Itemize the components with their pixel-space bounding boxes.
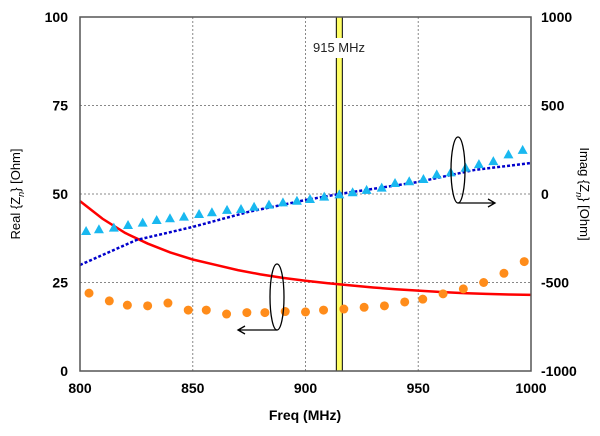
triangle-data-point [263, 199, 274, 209]
x-tick-label: 950 [407, 380, 431, 396]
circle-data-point [499, 268, 509, 278]
circle-data-point [201, 305, 211, 315]
triangle-data-point [81, 225, 92, 235]
triangle-data-point [418, 173, 429, 183]
annotations [236, 136, 497, 335]
triangle-data-point [431, 169, 442, 179]
triangle-data-point [404, 176, 415, 186]
circle-data-point [418, 294, 428, 304]
left-y-tick-label: 25 [52, 275, 68, 291]
x-tick-label: 900 [294, 380, 318, 396]
circle-data-point [458, 284, 468, 294]
right-y-tick-label: 1000 [541, 9, 572, 25]
left-axis-group-ellipse [269, 263, 285, 331]
plot-frame [79, 16, 532, 372]
grid [80, 17, 531, 371]
triangle-data-point [151, 215, 162, 225]
triangle-data-point [93, 224, 104, 234]
left-y-tick-label: 0 [60, 363, 68, 379]
circle-data-point [400, 297, 410, 307]
circle-data-point [163, 298, 173, 308]
triangle-data-point [517, 144, 528, 154]
circle-data-point [143, 301, 153, 311]
circle-data-point [183, 305, 193, 315]
circle-data-point [479, 278, 489, 287]
triangle-data-point [137, 217, 148, 227]
series-0-solid-line [79, 200, 532, 297]
circle-data-point [339, 304, 349, 314]
circle-data-point [222, 309, 232, 319]
series-2-dotted-line [79, 161, 532, 267]
circle-data-point [438, 289, 448, 299]
circle-data-point [242, 308, 252, 318]
series-1-circle-markers [84, 257, 529, 319]
x-tick-label: 1000 [515, 380, 546, 396]
left-y-tick-label: 100 [45, 9, 69, 25]
triangle-data-point [347, 187, 358, 197]
triangle-data-point [206, 207, 217, 217]
marker-label: 915 MHz [313, 40, 365, 55]
circle-data-point [301, 307, 310, 317]
left-axis-label: Real {Zn} [Ohm] [8, 148, 26, 239]
circle-data-point [260, 308, 270, 318]
triangle-data-point [123, 219, 134, 229]
x-tick-label: 850 [181, 380, 205, 396]
triangle-data-point [291, 195, 302, 205]
left-y-tick-label: 50 [52, 186, 68, 202]
triangle-data-point [319, 191, 330, 201]
triangle-data-point [164, 213, 175, 223]
right-y-tick-label: 500 [541, 98, 565, 114]
triangle-data-point [334, 189, 345, 199]
real-solid-line [79, 200, 532, 297]
arrow-left-icon [236, 325, 277, 335]
circle-data-point [379, 301, 389, 311]
triangle-data-point [277, 197, 288, 207]
triangle-data-point [390, 178, 401, 188]
triangle-data-point [503, 149, 514, 159]
right-y-tick-label: -500 [541, 275, 569, 291]
x-tick-label: 800 [68, 380, 92, 396]
circle-data-point [84, 288, 94, 298]
triangle-data-point [473, 159, 484, 169]
triangle-data-point [249, 201, 260, 211]
triangle-data-point [108, 222, 119, 232]
x-axis-label: Freq (MHz) [269, 407, 341, 423]
triangle-data-point [361, 184, 372, 194]
arrow-right-icon [458, 198, 497, 208]
right-y-tick-label: 0 [541, 186, 549, 202]
circle-data-point [319, 305, 329, 315]
circle-data-point [122, 300, 132, 310]
triangle-data-point [222, 204, 233, 214]
circle-data-point [104, 296, 114, 306]
triangle-data-point [194, 209, 205, 219]
triangle-data-point [305, 193, 316, 203]
marker-label-background [327, 38, 386, 58]
right-y-tick-label: -1000 [541, 363, 577, 379]
triangle-data-point [376, 182, 387, 192]
triangle-data-point [488, 156, 499, 166]
triangle-data-point [178, 211, 189, 221]
circle-data-point [519, 257, 529, 267]
circle-data-point [359, 302, 369, 312]
circle-data-point [280, 307, 290, 317]
series-3-triangle-markers [81, 144, 528, 235]
left-y-tick-label: 75 [52, 98, 68, 114]
triangle-data-point [236, 204, 247, 214]
imag-dotted-line [79, 161, 532, 267]
right-axis-label: Imag {Zn} [Ohm] [574, 147, 592, 240]
series-layer [79, 144, 532, 319]
